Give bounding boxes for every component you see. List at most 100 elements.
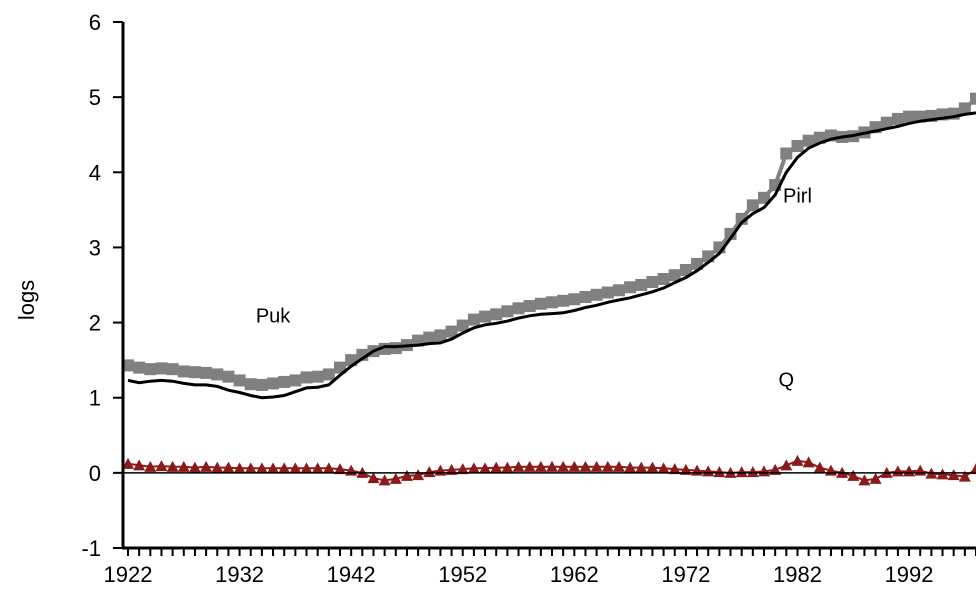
series-q-point — [590, 460, 603, 472]
series-pirl-point — [646, 275, 659, 288]
series-q-point — [735, 466, 748, 478]
series-pirl-point — [423, 331, 436, 344]
y-tick-label: -1 — [81, 536, 101, 561]
series-q-point — [155, 460, 168, 472]
series-pirl-point — [255, 378, 268, 391]
series-q-point — [122, 457, 134, 469]
series-q-point — [479, 462, 492, 474]
series-q-point — [300, 462, 313, 474]
series-pirl-point — [780, 147, 793, 160]
series-pirl-point — [490, 308, 503, 321]
series-q-point — [970, 463, 976, 475]
x-tick-label: 1922 — [104, 562, 153, 587]
series-q-point — [255, 462, 268, 474]
series-pirl-point — [211, 368, 224, 381]
series-pirl-point — [601, 286, 614, 299]
series-pirl-point — [133, 361, 146, 374]
series-q-point — [746, 466, 759, 478]
series-q-point — [791, 454, 804, 466]
series-pirl-point — [188, 366, 201, 379]
series-q-point — [367, 472, 380, 484]
y-tick-label: 1 — [89, 386, 101, 411]
y-tick-label: 4 — [89, 160, 101, 185]
series-q-point — [222, 461, 235, 473]
series-pirl-point — [568, 293, 581, 306]
x-tick-label: 1992 — [885, 562, 934, 587]
y-tick-label: 5 — [89, 85, 101, 110]
series-pirl-point — [791, 139, 804, 152]
series-q-point — [389, 472, 402, 484]
series-pirl-point — [657, 272, 670, 285]
series-q-point — [646, 461, 659, 473]
series-pirl-point — [144, 363, 157, 376]
series-q-point — [557, 460, 570, 472]
series-q-point — [501, 461, 514, 473]
series-pirl-point — [300, 371, 313, 384]
series-q-point — [400, 469, 413, 481]
series-q-point — [534, 460, 547, 472]
series-q-point — [166, 460, 179, 472]
series-pirl-point — [970, 92, 976, 105]
series-q-point — [322, 462, 335, 474]
series-pirl-point — [880, 116, 893, 129]
series-q-point — [769, 463, 782, 475]
series-q-point — [278, 462, 291, 474]
x-tick-label: 1972 — [661, 562, 710, 587]
series-pirl-point — [802, 134, 815, 147]
series-q-point — [311, 462, 324, 474]
series-q-point — [133, 459, 146, 471]
x-axis-ticks: 1922 1932 1942 1952 1962 1972 1982 1992 — [104, 548, 976, 587]
series-q-point — [947, 469, 960, 481]
series-q-point — [289, 462, 302, 474]
series-q-point — [679, 463, 692, 475]
series-q-point — [423, 466, 436, 478]
series-pirl-point — [155, 362, 168, 375]
series-q-point — [668, 463, 681, 475]
series-pirl-point — [724, 227, 737, 240]
series-q-point — [546, 460, 558, 472]
y-tick-label: 0 — [89, 461, 101, 486]
series-pirl-point — [389, 342, 402, 355]
series-pirl-point — [445, 325, 458, 338]
series-q-point — [858, 474, 871, 486]
series-layer — [122, 92, 976, 486]
series-q-point — [813, 461, 826, 473]
series-pirl-point — [612, 284, 625, 297]
series-q-point — [936, 468, 949, 480]
series-q-point — [456, 463, 469, 475]
y-axis-ticks: -1 0 1 2 3 4 5 6 — [81, 10, 123, 561]
series-q-point — [624, 461, 637, 473]
series-pirl-point — [267, 377, 280, 390]
series-q-point — [490, 461, 503, 473]
series-pirl-point — [635, 279, 648, 291]
series-q-point — [601, 460, 614, 472]
annotation-pirl: Pirl — [783, 185, 812, 207]
series-pirl-point — [590, 288, 603, 301]
series-pirl-point — [278, 375, 291, 388]
series-pirl-point — [679, 263, 692, 276]
series-q-point — [211, 461, 224, 473]
series-pirl-point — [467, 313, 480, 326]
series-pirl-point — [322, 368, 335, 381]
series-pirl-point — [891, 112, 904, 125]
series-pirl-point — [546, 296, 558, 309]
annotation-puk: Puk — [256, 306, 291, 328]
series-pirl-point — [758, 191, 770, 204]
series-pirl-point — [289, 374, 302, 387]
series-pirl-point — [177, 365, 190, 378]
series-q-point — [378, 474, 391, 486]
series-pirl-point — [624, 281, 637, 294]
series-pirl-point — [557, 294, 570, 307]
series-pirl-point — [233, 374, 246, 387]
series-pirl-point — [579, 291, 592, 304]
series-puk-line — [127, 111, 976, 400]
x-tick-label: 1952 — [438, 562, 487, 587]
series-pirl-point — [903, 110, 916, 123]
series-q-point — [635, 461, 648, 473]
series-q-point — [188, 461, 201, 473]
series-pirl-point — [222, 370, 235, 383]
series-q-point — [802, 456, 815, 468]
series-q-point — [657, 462, 670, 474]
x-tick-label: 1932 — [215, 562, 264, 587]
